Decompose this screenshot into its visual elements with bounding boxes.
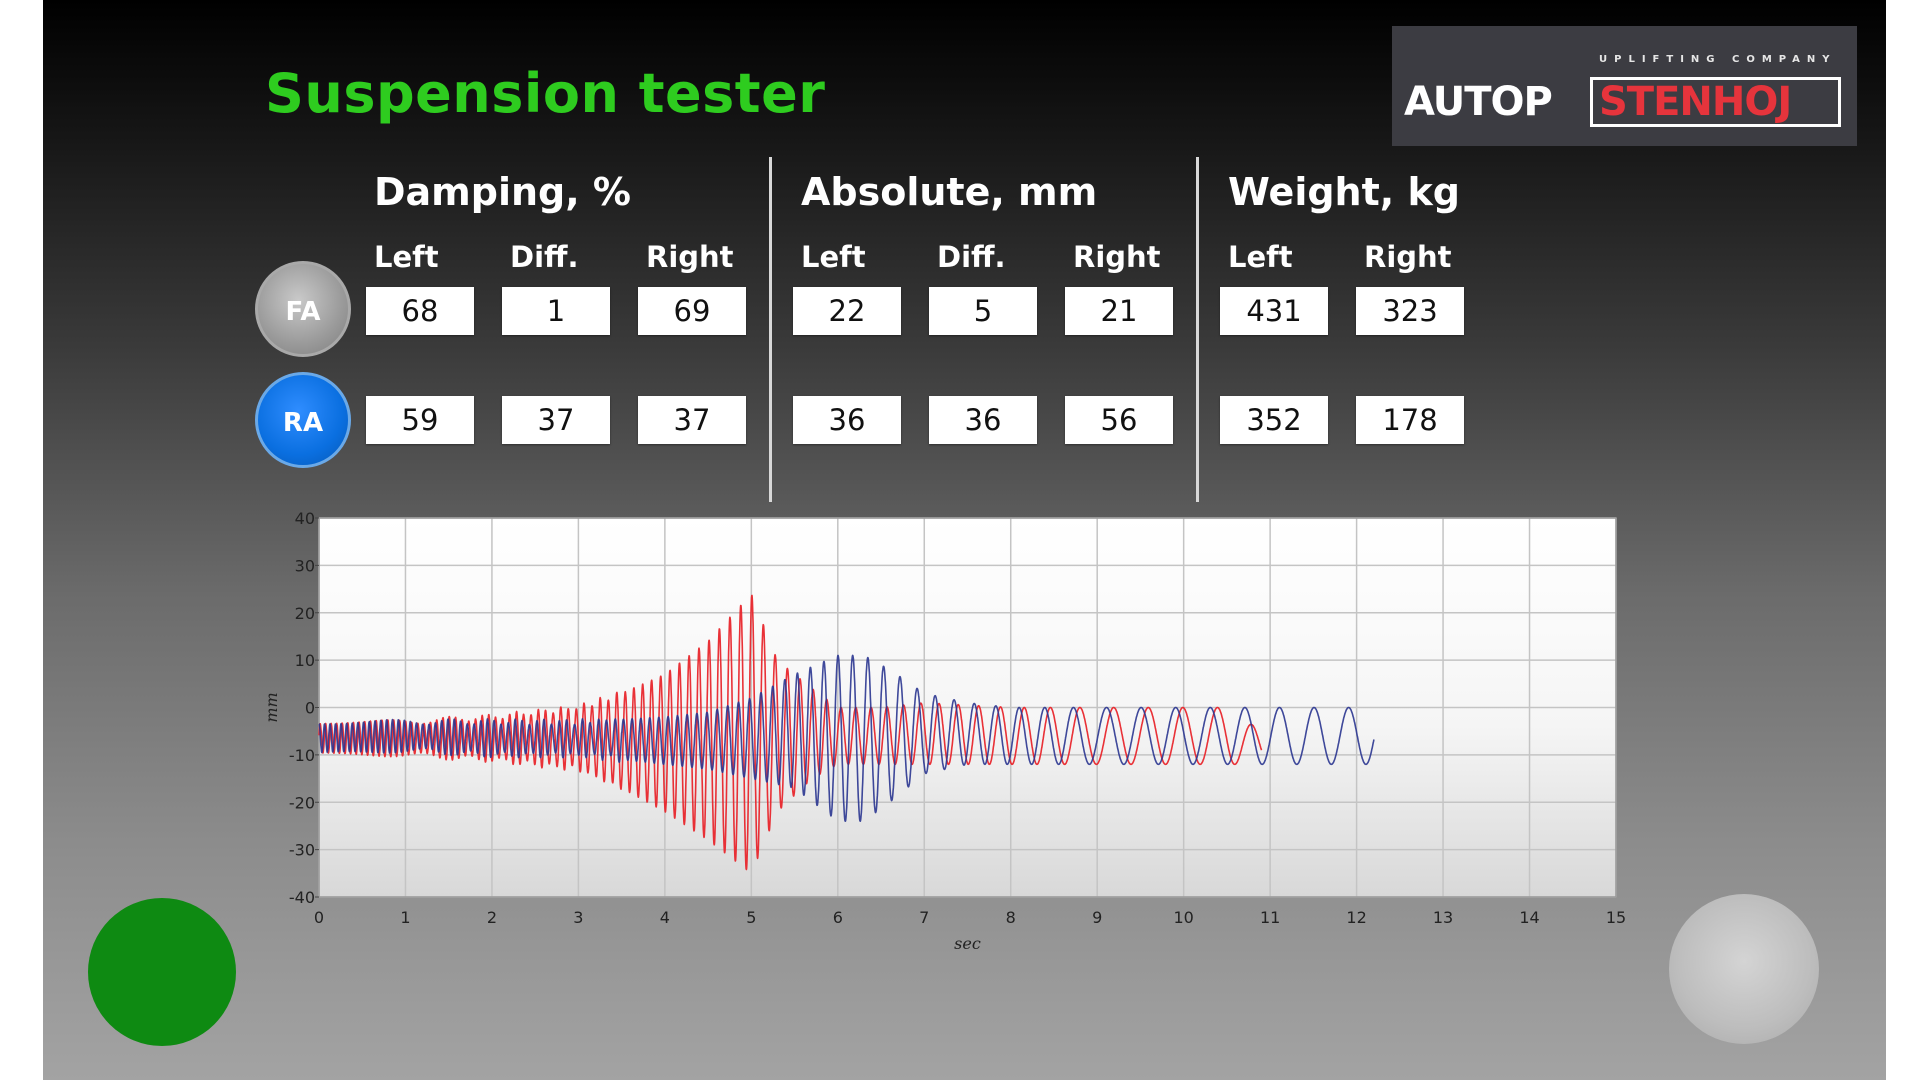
x-tick-label: 13: [1433, 908, 1453, 927]
section-divider: [769, 157, 772, 502]
ra-weight-left: 352: [1220, 396, 1328, 444]
y-tick-label: -40: [289, 888, 315, 907]
x-tick-label: 4: [660, 908, 670, 927]
rear-axle-indicator: RA: [255, 372, 351, 468]
absolute-title: Absolute, mm: [801, 170, 1098, 214]
y-tick-label: -30: [289, 841, 315, 860]
start-test-button[interactable]: [88, 898, 236, 1046]
chart-axes: 0 1 2 3 4 5 6 7 8 9 10 11 12 13 14 15403020100-10-20-30…: [289, 509, 1626, 927]
logo-tagline: UPLIFTING COMPANY: [1599, 54, 1837, 65]
absolute-col-left: Left: [801, 240, 866, 274]
ra-weight-right: 178: [1356, 396, 1464, 444]
fa-absolute-left: 22: [793, 287, 901, 335]
logo-brand-left: AUTOP: [1404, 79, 1553, 125]
front-axle-indicator: FA: [255, 261, 351, 357]
weight-col-right: Right: [1364, 240, 1452, 274]
fa-absolute-diff: 5: [929, 287, 1037, 335]
y-tick-label: 30: [295, 556, 315, 575]
stop-test-button[interactable]: [1669, 894, 1819, 1044]
y-tick-label: -10: [289, 746, 315, 765]
fa-damping-diff: 1: [502, 287, 610, 335]
x-tick-label: 3: [573, 908, 583, 927]
fa-damping-right: 69: [638, 287, 746, 335]
y-axis-title: mm: [262, 692, 281, 722]
chart-series: [318, 594, 1375, 871]
x-tick-label: 5: [746, 908, 756, 927]
ra-damping-right: 37: [638, 396, 746, 444]
x-axis-title: sec: [954, 934, 981, 953]
ra-absolute-right: 56: [1065, 396, 1173, 444]
x-tick-label: 2: [487, 908, 497, 927]
series-line: [318, 654, 1375, 823]
y-tick-label: 20: [295, 604, 315, 623]
x-tick-label: 14: [1519, 908, 1539, 927]
ra-absolute-diff: 36: [929, 396, 1037, 444]
logo-frame: [1590, 77, 1841, 127]
fa-damping-left: 68: [366, 287, 474, 335]
x-tick-label: 7: [919, 908, 929, 927]
chart-grid: [318, 517, 1617, 898]
ra-damping-left: 59: [366, 396, 474, 444]
y-tick-label: -20: [289, 793, 315, 812]
fa-absolute-right: 21: [1065, 287, 1173, 335]
damping-title: Damping, %: [374, 170, 632, 214]
damping-col-diff: Diff.: [510, 240, 579, 274]
ra-absolute-left: 36: [793, 396, 901, 444]
x-tick-label: 1: [400, 908, 410, 927]
x-tick-label: 6: [833, 908, 843, 927]
damping-col-right: Right: [646, 240, 734, 274]
weight-col-left: Left: [1228, 240, 1293, 274]
x-tick-label: 15: [1606, 908, 1626, 927]
absolute-col-right: Right: [1073, 240, 1161, 274]
ra-damping-diff: 37: [502, 396, 610, 444]
y-tick-label: 0: [305, 699, 315, 718]
logo-brand-right: STENHOJ: [1599, 79, 1792, 125]
y-tick-label: 40: [295, 509, 315, 528]
series-line: [318, 594, 1263, 871]
oscillation-chart: 0 1 2 3 4 5 6 7 8 9 10 11 12 13 14 15403020100-10-20-30…: [262, 509, 1626, 953]
x-tick-label: 0: [314, 908, 324, 927]
damping-col-left: Left: [374, 240, 439, 274]
brand-logo: UPLIFTING COMPANY AUTOP STENHOJ: [1392, 26, 1857, 146]
fa-weight-right: 323: [1356, 287, 1464, 335]
x-tick-label: 10: [1173, 908, 1193, 927]
tester-screen: Suspension tester UPLIFTING COMPANY AUTO…: [43, 0, 1886, 1080]
page-title: Suspension tester: [265, 62, 826, 125]
absolute-col-diff: Diff.: [937, 240, 1006, 274]
weight-title: Weight, kg: [1228, 170, 1460, 214]
x-tick-label: 12: [1346, 908, 1366, 927]
section-divider: [1196, 157, 1199, 502]
x-tick-label: 11: [1260, 908, 1280, 927]
x-tick-label: 9: [1092, 908, 1102, 927]
x-tick-label: 8: [1006, 908, 1016, 927]
y-tick-label: 10: [295, 651, 315, 670]
fa-weight-left: 431: [1220, 287, 1328, 335]
